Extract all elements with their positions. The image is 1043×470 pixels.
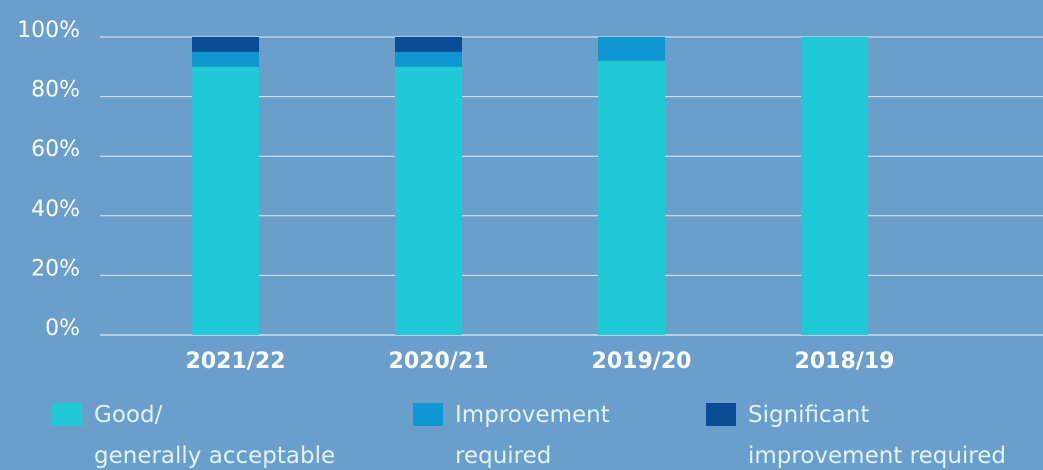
y-tick-label: 20% [31, 256, 80, 281]
x-tick-label: 2021/22 [186, 349, 286, 374]
bar-segment [395, 51, 462, 67]
bar-segment [192, 51, 259, 67]
bar-segment [395, 37, 462, 52]
bar-segment [598, 60, 665, 336]
x-tick-label: 2020/21 [389, 349, 489, 374]
plot: 0% 20% 40% 60% 80% 100% 2021/22 2020/21 2019/20 2… [17, 18, 1043, 374]
bar-segment [192, 66, 259, 336]
bar-segment [192, 37, 259, 52]
x-tick-label: 2018/19 [795, 349, 895, 374]
y-tick-label: 100% [17, 18, 80, 43]
legend-label: Improvement required [455, 402, 610, 469]
legend-label: Significant improvement required [748, 402, 1007, 469]
legend-swatch [413, 403, 443, 426]
legend-item: Improvement required [413, 402, 610, 470]
bar-segment [801, 37, 868, 335]
bar-segment [395, 66, 462, 336]
legend-item: Good/ generally acceptable [52, 402, 335, 470]
x-tick-label: 2019/20 [592, 349, 692, 374]
y-tick-label: 80% [31, 78, 80, 103]
legend-swatch [706, 403, 736, 426]
y-tick-label: 60% [31, 137, 80, 162]
y-tick-label: 0% [45, 316, 80, 341]
legend-label: Good/ generally acceptable [94, 402, 336, 469]
y-tick-label: 40% [31, 197, 80, 222]
legend-item: Significant improvement required [706, 402, 1006, 470]
bar-segment [598, 37, 665, 61]
legend-swatch [52, 403, 82, 426]
